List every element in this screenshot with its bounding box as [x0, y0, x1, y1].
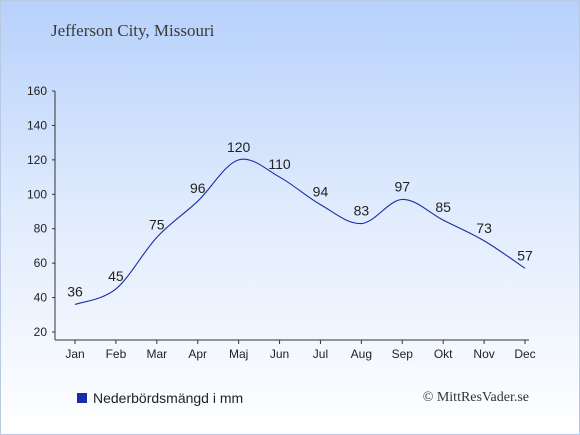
data-label: 45 [108, 268, 124, 284]
y-tick-label: 100 [27, 187, 47, 201]
x-tick-label: Sep [392, 347, 414, 361]
data-label: 57 [517, 247, 533, 263]
legend: Nederbördsmängd i mm [77, 390, 243, 406]
legend-label: Nederbördsmängd i mm [93, 390, 244, 406]
x-axis-ticks: Jan Feb Mar Apr Maj Jun Jul Aug Sep Okt Nov Dec [65, 340, 536, 361]
data-label: 83 [354, 203, 370, 219]
x-tick-label: Dec [514, 347, 535, 361]
data-label: 120 [227, 139, 251, 155]
x-tick-label: Jun [270, 347, 289, 361]
data-label: 97 [394, 178, 410, 194]
credit-text: © MittResVader.se [422, 390, 529, 405]
data-label: 96 [190, 180, 206, 196]
x-tick-label: Okt [434, 347, 453, 361]
y-tick-label: 120 [27, 153, 47, 167]
data-labels: 36 45 75 96 120 110 94 83 97 85 73 57 [67, 139, 533, 300]
y-tick-label: 140 [27, 118, 47, 132]
data-label: 85 [435, 199, 451, 215]
x-tick-label: Jan [65, 347, 84, 361]
x-tick-label: Maj [229, 347, 248, 361]
data-label: 73 [476, 220, 492, 236]
x-tick-label: Mar [146, 347, 167, 361]
data-label: 36 [67, 283, 83, 299]
data-label: 110 [268, 156, 291, 172]
x-tick-label: Aug [351, 347, 372, 361]
x-tick-label: Nov [473, 347, 494, 361]
x-tick-label: Apr [188, 347, 207, 361]
y-tick-label: 80 [34, 222, 48, 236]
chart-title: Jefferson City, Missouri [51, 21, 215, 40]
legend-swatch-icon [77, 393, 87, 403]
x-tick-label: Feb [106, 347, 127, 361]
precipitation-line [74, 158, 526, 305]
y-axis-ticks: 20 40 60 80 100 120 140 160 [27, 84, 55, 339]
y-tick-label: 160 [27, 84, 47, 98]
data-label: 75 [149, 216, 165, 232]
x-tick-label: Jul [313, 347, 328, 361]
y-tick-label: 60 [34, 256, 48, 270]
data-label: 94 [313, 184, 329, 200]
y-tick-label: 20 [34, 325, 48, 339]
y-tick-label: 40 [34, 291, 48, 305]
